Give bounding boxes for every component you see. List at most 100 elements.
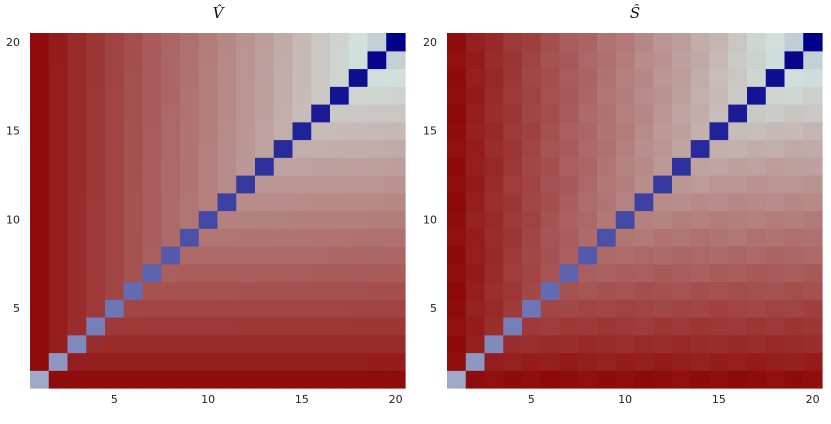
heatmap-cell xyxy=(484,50,504,70)
heatmap-cell xyxy=(690,246,711,265)
heatmap-cell xyxy=(747,157,767,176)
heatmap-cell xyxy=(48,299,69,318)
heatmap-cell xyxy=(330,192,350,212)
heatmap-cell xyxy=(180,299,200,318)
heatmap-cell xyxy=(198,263,219,283)
heatmap-cell xyxy=(386,352,406,371)
heatmap-cell xyxy=(367,334,387,354)
heatmap-diagonal-cell xyxy=(217,192,237,212)
heatmap-cell xyxy=(672,104,692,123)
heatmap-cell xyxy=(559,210,579,229)
heatmap-cell xyxy=(522,104,542,123)
heatmap-cell xyxy=(311,121,331,141)
heatmap-cell xyxy=(198,299,219,318)
heatmap-cell xyxy=(503,210,523,229)
heatmap-cell xyxy=(540,210,561,229)
heatmap-cell xyxy=(105,175,125,194)
heatmap-cell xyxy=(522,121,542,141)
heatmap-cell xyxy=(86,192,106,212)
heatmap-cell xyxy=(803,139,823,158)
heatmap-cell xyxy=(123,246,144,265)
heatmap-cell xyxy=(348,50,369,70)
heatmap-cell xyxy=(198,139,219,158)
heatmap-cell xyxy=(198,157,219,176)
heatmap-cell xyxy=(386,121,406,141)
heatmap-cell xyxy=(86,139,106,158)
heatmap-cell xyxy=(217,33,237,52)
heatmap-cell xyxy=(105,263,125,283)
heatmap-cell xyxy=(367,210,387,229)
heatmap-cell xyxy=(86,68,106,87)
heatmap-cell xyxy=(48,334,69,354)
heatmap-cell xyxy=(292,317,312,336)
heatmap-cell xyxy=(330,281,350,300)
heatmap-cell xyxy=(217,121,237,141)
heatmap-cell xyxy=(728,192,748,212)
heatmap-cell xyxy=(198,86,219,105)
heatmap-cell xyxy=(747,210,767,229)
heatmap-cell xyxy=(690,104,711,123)
heatmap-cell xyxy=(522,228,542,247)
y-tick-label: 15 xyxy=(6,125,20,138)
heatmap-cell xyxy=(348,263,369,283)
heatmap-cell xyxy=(522,68,542,87)
heatmap-cell xyxy=(273,317,294,336)
heatmap-cell xyxy=(540,104,561,123)
heatmap-cell xyxy=(330,157,350,176)
heatmap-cell xyxy=(86,157,106,176)
heatmap-cell xyxy=(784,33,804,52)
heatmap-cell xyxy=(540,246,561,265)
heatmap-cell xyxy=(255,246,275,265)
heatmap-cell xyxy=(273,334,294,354)
heatmap-cell xyxy=(578,317,598,336)
heatmap-cell xyxy=(236,68,256,87)
heatmap-cell xyxy=(465,299,486,318)
heatmap-cell xyxy=(198,192,219,212)
heatmap-cell xyxy=(330,299,350,318)
heatmap-cell xyxy=(386,299,406,318)
heatmap-cell xyxy=(653,281,673,300)
heatmap-cell xyxy=(522,317,542,336)
heatmap-cell xyxy=(465,317,486,336)
heatmap-cell xyxy=(142,210,162,229)
y-tick-label: 20 xyxy=(423,36,437,49)
heatmap-cell xyxy=(578,104,598,123)
heatmap-cell xyxy=(30,352,50,371)
heatmap-cell xyxy=(728,246,748,265)
heatmap-cell xyxy=(180,281,200,300)
heatmap-cell xyxy=(690,210,711,229)
heatmap-cell xyxy=(690,317,711,336)
heatmap-cell xyxy=(348,33,369,52)
heatmap-cell xyxy=(503,104,523,123)
heatmap-cell xyxy=(105,121,125,141)
heatmap-cell xyxy=(161,33,181,52)
heatmap-cell xyxy=(465,104,486,123)
heatmap-cell xyxy=(522,86,542,105)
heatmap-cell xyxy=(484,370,504,389)
heatmap-cell xyxy=(348,86,369,105)
heatmap-cell xyxy=(86,50,106,70)
heatmap-cell xyxy=(747,281,767,300)
heatmap-cell xyxy=(67,33,87,52)
heatmap-cell xyxy=(522,281,542,300)
heatmap-cell xyxy=(503,192,523,212)
heatmap-cell xyxy=(784,281,804,300)
heatmap-cell xyxy=(348,370,369,389)
heatmap-cell xyxy=(503,246,523,265)
heatmap-cell xyxy=(465,86,486,105)
heatmap-cell xyxy=(672,33,692,52)
heatmap-cell xyxy=(292,86,312,105)
heatmap-cell xyxy=(367,246,387,265)
heatmap-cell xyxy=(236,281,256,300)
heatmap-cell xyxy=(634,33,654,52)
heatmap-cell xyxy=(30,50,50,70)
heatmap-cell xyxy=(709,228,729,247)
heatmap-cell xyxy=(578,210,598,229)
heatmap-cell xyxy=(330,317,350,336)
heatmap-cell xyxy=(348,334,369,354)
heatmap-cell xyxy=(273,192,294,212)
heatmap-cell xyxy=(503,33,523,52)
heatmap-cell xyxy=(803,68,823,87)
heatmap-cell xyxy=(672,334,692,354)
heatmap-cell xyxy=(672,175,692,194)
